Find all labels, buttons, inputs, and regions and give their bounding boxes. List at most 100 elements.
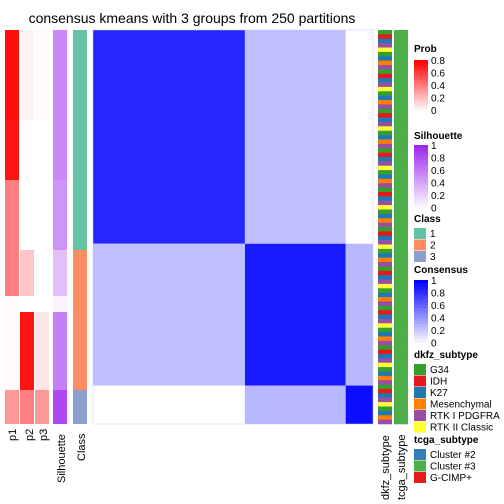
legend-consensus-swatch — [414, 283, 428, 287]
tcga-subtype-cell — [394, 248, 408, 254]
tcga-subtype-cell — [394, 305, 408, 311]
legend-consensus-title: Consensus — [414, 265, 468, 276]
cell-p1-group-2 — [5, 120, 19, 180]
cell-class-group-2 — [73, 120, 87, 180]
dkfz-subtype-cell — [378, 47, 392, 53]
tcga-subtype-cell — [394, 104, 408, 110]
dkfz-subtype-cell — [378, 213, 392, 219]
legend-silhouette-swatch — [414, 179, 428, 183]
tcga-subtype-cell — [394, 231, 408, 237]
tcga-subtype-cell — [394, 161, 408, 167]
consensus-block-2-1 — [93, 243, 245, 386]
tcga-subtype-cell — [394, 100, 408, 105]
consensus-block-1-1 — [93, 30, 245, 244]
consensus-block-3-3 — [345, 385, 373, 424]
cell-class-group-6 — [73, 312, 87, 390]
chart-title: consensus kmeans with 3 groups from 250 … — [29, 10, 356, 26]
dkfz-subtype-cell — [378, 371, 392, 377]
legend-prob-swatch — [414, 75, 428, 78]
legend-dkfz-label: RTK II Classic — [430, 423, 493, 434]
tcga-subtype-cell — [394, 30, 408, 35]
cell-p3-group-7 — [35, 390, 49, 424]
cell-class-group-3 — [73, 180, 87, 250]
tcga-subtype-cell — [394, 397, 408, 403]
dkfz-subtype-cell — [378, 353, 392, 359]
dkfz-subtype-cell — [378, 388, 392, 394]
legend-prob-swatch — [414, 102, 428, 106]
cell-p1-group-4 — [5, 250, 19, 296]
dkfz-subtype-cell — [378, 415, 392, 420]
dkfz-subtype-cell — [378, 231, 392, 237]
legend-consensus-swatch — [414, 295, 428, 300]
legend-prob-tick: 0.4 — [431, 81, 445, 92]
dkfz-subtype-cell — [378, 113, 392, 118]
tcga-subtype-cell — [394, 384, 408, 390]
cell-p1-group-7 — [5, 390, 19, 424]
column-label-tcga-subtype: tcga_subtype — [396, 435, 408, 500]
tcga-subtype-cell — [394, 56, 408, 61]
legend-class-label: 2 — [430, 241, 436, 252]
tcga-subtype-cell — [394, 367, 408, 372]
cell-p1-group-3 — [5, 180, 19, 250]
dkfz-subtype-cell — [378, 205, 392, 210]
legend-panel: Prob0.80.60.40.20Silhouette10.80.60.40.2… — [414, 44, 500, 484]
dkfz-subtype-cell — [378, 78, 392, 83]
legend-silhouette-swatch — [414, 188, 428, 193]
legend-dkfz-label: Mesenchymal — [430, 400, 492, 411]
consensus-block-1-3 — [345, 30, 373, 244]
column-label-silhouette: Silhouette — [56, 434, 68, 483]
legend-silhouette-swatch — [414, 157, 428, 161]
tcga-subtype-cell — [394, 139, 408, 145]
tcga-subtype-cell — [394, 86, 408, 92]
legend-dkfz-label: K27 — [430, 388, 448, 399]
tcga-subtype-cell — [394, 152, 408, 158]
dkfz-subtype-cell — [378, 95, 392, 101]
legend-consensus-swatch — [414, 308, 428, 312]
legend-consensus-swatch — [414, 301, 428, 306]
legend-consensus-swatch — [414, 305, 428, 309]
dkfz-subtype-cell — [378, 244, 392, 250]
dkfz-subtype-cell — [378, 318, 392, 324]
legend-silhouette-swatch — [414, 170, 428, 174]
legend-dkfz-label: G34 — [430, 365, 449, 376]
tcga-subtype-cell — [394, 78, 408, 83]
legend-silhouette-swatch — [414, 185, 428, 190]
legend-prob-tick: 0.6 — [431, 69, 445, 80]
legend-tcga-swatch — [414, 460, 426, 472]
tcga-subtype-cell — [394, 165, 408, 171]
column-labels: p1 p2 p3 Silhouette Class dkfz_subtype t… — [7, 429, 408, 500]
tcga-subtype-cell — [394, 209, 408, 215]
sample-annotation-tracks — [378, 30, 408, 425]
tcga-subtype-cell — [394, 327, 408, 333]
tcga-subtype-cell — [394, 108, 408, 114]
dkfz-subtype-cell — [378, 126, 392, 131]
tcga-subtype-cell — [394, 91, 408, 96]
dkfz-subtype-cell — [378, 56, 392, 61]
dkfz-subtype-cell — [378, 402, 392, 407]
legend-class-swatch — [414, 251, 426, 262]
dkfz-subtype-cell — [378, 323, 392, 328]
dkfz-subtype-cell — [378, 240, 392, 245]
legend-prob-swatch — [414, 85, 428, 88]
legend-silhouette-swatch — [414, 204, 428, 208]
legend-consensus-swatch — [414, 323, 428, 328]
cell-p2-group-5 — [20, 296, 34, 312]
tcga-subtype-cell — [394, 318, 408, 324]
row-annotation-heatmap — [5, 30, 87, 424]
legend-consensus-swatch — [414, 286, 428, 290]
legend-dkfz-label: RTK I PDGFRA — [430, 411, 500, 422]
tcga-subtype-cell — [394, 349, 408, 355]
column-label-p2: p2 — [24, 429, 36, 441]
tcga-subtype-cell — [394, 358, 408, 364]
legend-silhouette-swatch — [414, 195, 428, 199]
legend-consensus-swatch — [414, 326, 428, 331]
tcga-subtype-cell — [394, 95, 408, 101]
dkfz-subtype-cell — [378, 178, 392, 184]
tcga-subtype-cell — [394, 205, 408, 210]
legend-tcga-title: tcga_subtype — [414, 435, 479, 446]
tcga-subtype-cell — [394, 375, 408, 381]
tcga-subtype-cell — [394, 257, 408, 263]
legend-prob-swatch — [414, 60, 428, 63]
tcga-subtype-cell — [394, 323, 408, 328]
dkfz-subtype-cell — [378, 253, 392, 258]
